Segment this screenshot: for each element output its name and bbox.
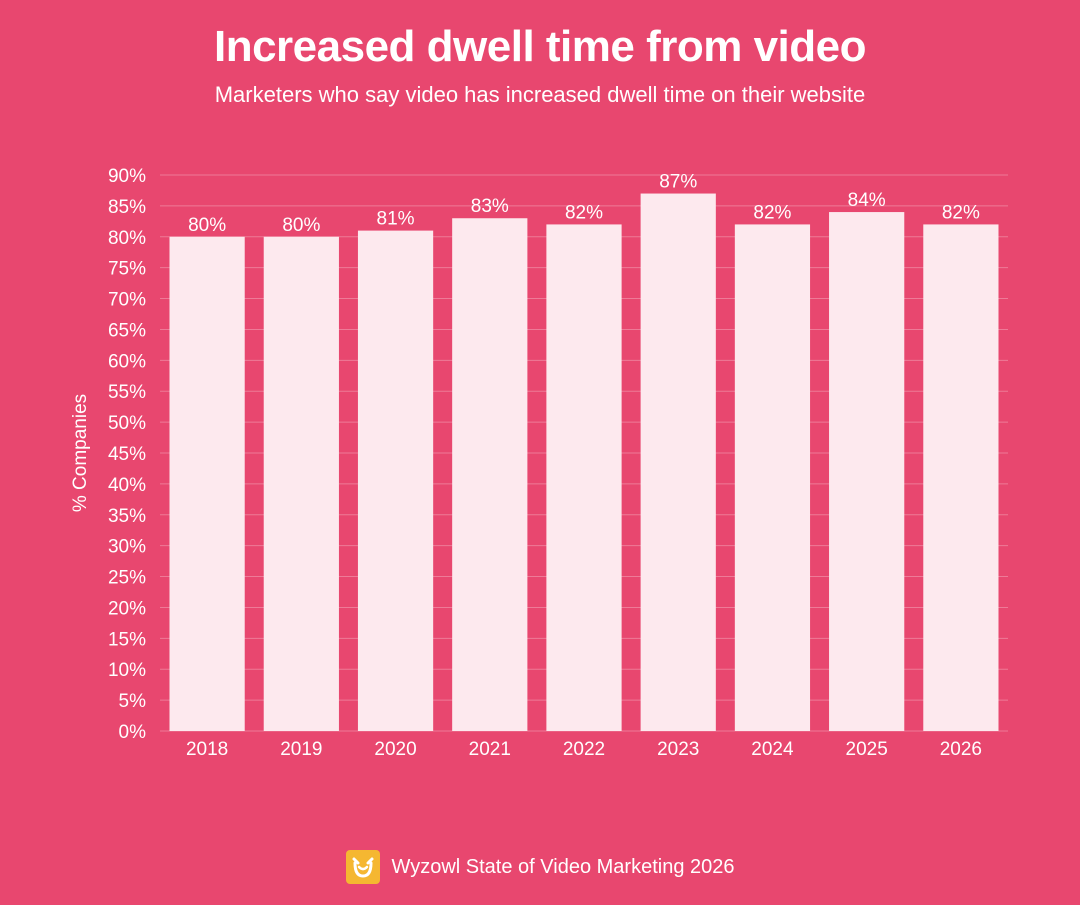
source-text: Wyzowl State of Video Marketing 2026 <box>391 855 735 878</box>
y-tick-label: 75% <box>108 259 146 280</box>
bar-2019 <box>263 236 339 731</box>
x-tick-label: 2019 <box>280 739 322 760</box>
data-label: 84% <box>848 190 886 211</box>
y-tick-label: 5% <box>119 691 147 712</box>
bar-2021 <box>452 218 528 731</box>
data-label: 87% <box>659 172 697 193</box>
data-label: 82% <box>565 202 603 223</box>
x-tick-label: 2021 <box>469 739 511 760</box>
bar-2023 <box>640 193 716 732</box>
y-tick-label: 25% <box>108 568 146 589</box>
x-tick-label: 2026 <box>940 739 982 760</box>
bar-2022 <box>546 224 622 731</box>
x-tick-label: 2018 <box>186 739 228 760</box>
y-tick-label: 30% <box>108 537 146 558</box>
data-label: 80% <box>282 215 320 236</box>
data-label: 83% <box>471 196 509 217</box>
x-tick-label: 2020 <box>374 739 416 760</box>
y-tick-label: 90% <box>108 166 146 187</box>
x-tick-label: 2024 <box>751 739 794 760</box>
y-tick-label: 80% <box>108 228 146 249</box>
bar-2024 <box>734 224 811 731</box>
y-tick-label: 40% <box>108 475 146 496</box>
x-tick-label: 2025 <box>846 739 888 760</box>
data-labels: 80% 80% 81% 83% 82% 87% 82% 84% 82% <box>188 172 980 236</box>
chart-subtitle: Marketers who say video has increased dw… <box>214 82 866 107</box>
y-tick-label: 15% <box>108 629 146 650</box>
chart-title: Increased dwell time from video <box>213 22 867 71</box>
x-tick-label: 2022 <box>563 739 605 760</box>
data-label: 80% <box>188 215 226 236</box>
bar-2018 <box>169 236 245 731</box>
y-axis-ticks: 0% 5% 10% 15% 20% 25% 30% 35% 40% 45% 50% 55% 60% 65%… <box>108 166 146 743</box>
y-tick-label: 35% <box>108 506 146 527</box>
y-tick-label: 45% <box>108 444 146 465</box>
y-axis-title: % Companies <box>70 394 91 512</box>
y-tick-label: 50% <box>108 413 146 434</box>
y-tick-label: 65% <box>108 320 146 341</box>
y-tick-label: 20% <box>108 598 146 619</box>
y-tick-label: 85% <box>108 197 146 218</box>
y-tick-label: 70% <box>108 290 146 311</box>
x-axis-ticks: 2018 2019 2020 2021 2022 2023 2024 2025 2026 <box>186 739 982 760</box>
x-tick-label: 2023 <box>657 739 699 760</box>
y-tick-label: 60% <box>108 351 146 372</box>
y-tick-label: 55% <box>108 382 146 403</box>
y-tick-label: 10% <box>108 660 146 681</box>
bar-2025 <box>829 212 905 732</box>
data-label: 82% <box>753 202 791 223</box>
bar-2026 <box>923 224 999 731</box>
y-tick-label: 0% <box>119 722 147 743</box>
source-footer: Wyzowl State of Video Marketing 2026 <box>0 850 1080 884</box>
wyzowl-owl-icon <box>345 850 380 884</box>
data-label: 81% <box>377 209 415 230</box>
bars <box>169 193 999 732</box>
bar-2020 <box>357 230 434 731</box>
data-label: 82% <box>942 202 980 223</box>
